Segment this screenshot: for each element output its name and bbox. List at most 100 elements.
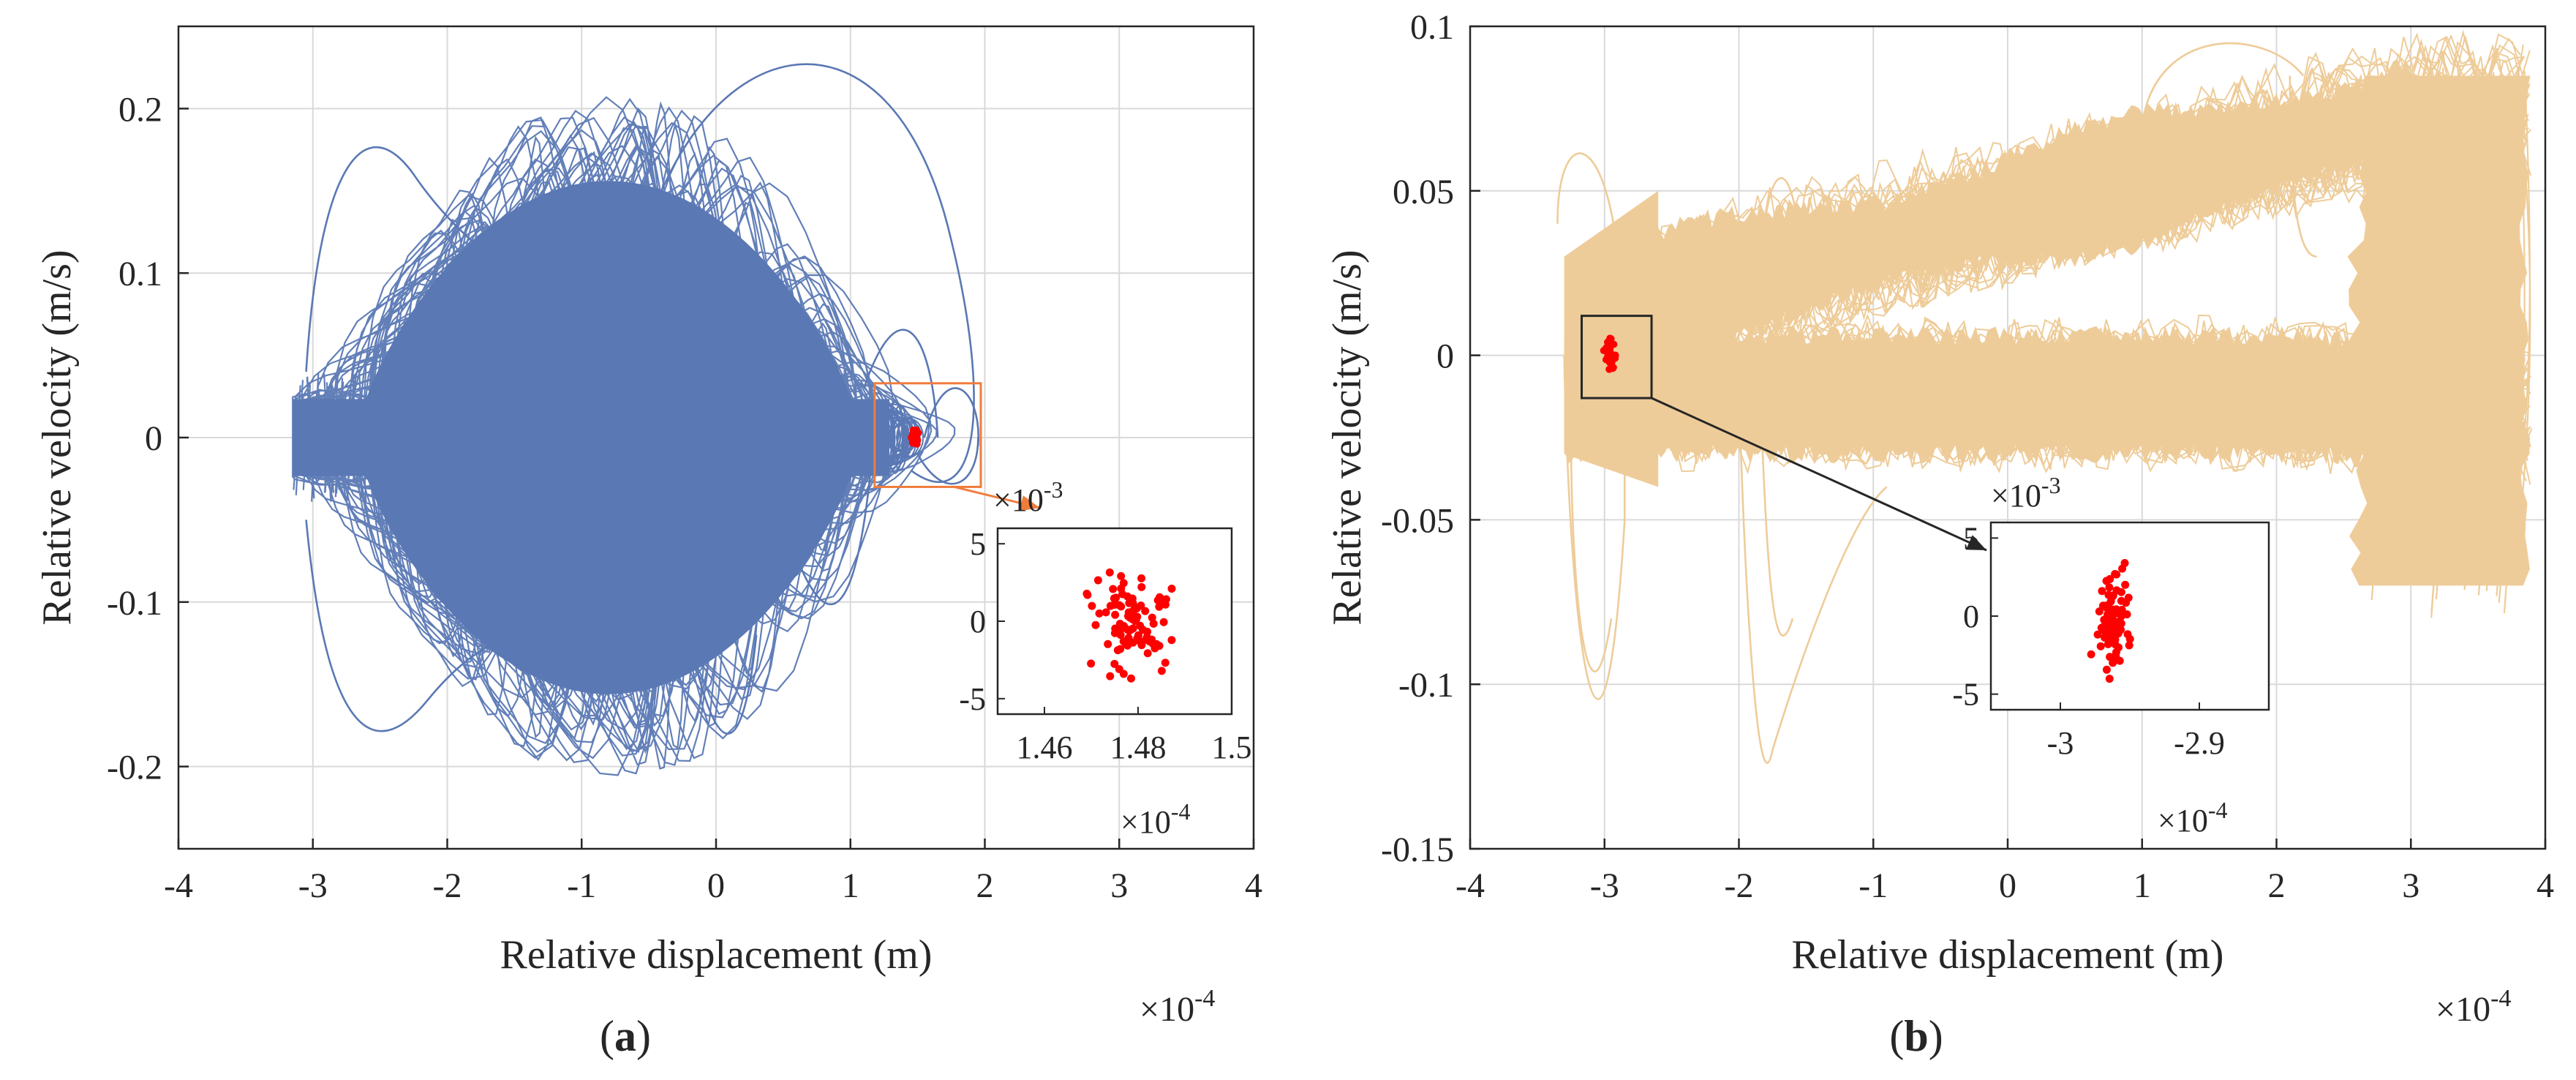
poincare-point	[1606, 334, 1614, 342]
x-tick-label: 1	[2134, 866, 2151, 905]
trajectory-outer-loop	[1563, 256, 1626, 700]
trajectory-outer-loop	[782, 470, 872, 606]
inset-point	[2112, 605, 2120, 614]
x-tick-label: -3	[1590, 866, 1619, 905]
panel-b-zoom-arrowhead	[1965, 535, 1986, 550]
x-tick-label: 2	[976, 866, 994, 905]
poincare-point	[912, 426, 920, 434]
inset-point	[1117, 584, 1126, 593]
inset-y-tick-label: -5	[959, 681, 986, 717]
inset-point	[1128, 615, 1137, 623]
inset-point	[1111, 610, 1120, 619]
inset-point	[1143, 627, 1152, 636]
inset-point	[2098, 587, 2106, 596]
panel-a-poincare-points	[908, 426, 922, 448]
inset-point	[1148, 613, 1156, 622]
inset-point	[1106, 672, 1115, 680]
inset-point	[1088, 601, 1096, 610]
inset-point	[1167, 636, 1176, 645]
y-tick-label: -0.1	[107, 584, 162, 623]
panel-b: -4 -3 -2 -1 0 1 2 3 4 -0.15 -0.1 -0.05 0 0.05 0.1 Rel…	[1325, 8, 2554, 1060]
inset-point	[1125, 599, 1134, 607]
panel-a-inset-x-ticks: 1.46 1.48 1.5	[1017, 707, 1252, 765]
inset-point	[1117, 602, 1126, 611]
inset-point	[2115, 617, 2124, 626]
trajectory-outer-loop	[923, 387, 980, 446]
x-tick-label: -3	[298, 866, 328, 905]
panel-b-x-axis-label: Relative displacement (m)	[1792, 932, 2224, 978]
inset-y-tick-label: 0	[970, 604, 986, 640]
inset-y-tick-label: -5	[1952, 677, 1979, 713]
inset-point	[2118, 564, 2127, 573]
y-tick-label: 0.1	[1410, 8, 1454, 47]
inset-x-tick-label: 1.48	[1110, 730, 1167, 765]
inset-y-tick-label: 0	[1963, 599, 1979, 634]
panel-b-x-multiplier: ×10-4	[2436, 985, 2511, 1029]
y-tick-label: 0.1	[118, 255, 162, 293]
panel-b-inset-points	[2087, 559, 2134, 683]
inset-point	[2112, 586, 2121, 595]
inset-point	[1109, 585, 1118, 593]
panel-b-poincare-points	[1600, 334, 1619, 373]
inset-point	[1122, 640, 1131, 648]
inset-point	[2097, 623, 2106, 632]
inset-point	[2102, 665, 2111, 674]
inset-point	[2109, 592, 2117, 601]
panel-a-x-multiplier: ×10-4	[1140, 985, 1215, 1029]
inset-point	[1101, 608, 1110, 617]
inset-point	[2093, 630, 2102, 639]
trajectory-outer-loop	[305, 146, 516, 372]
inset-point	[2100, 615, 2109, 624]
inset-point	[2096, 642, 2105, 650]
x-tick-label: -4	[1455, 866, 1485, 905]
inset-point	[1137, 574, 1146, 582]
panel-a-trajectory	[292, 63, 980, 776]
inset-point	[2109, 621, 2117, 630]
inset-point	[2095, 607, 2104, 616]
y-tick-label: 0	[145, 419, 162, 458]
panel-a-inset-points	[1082, 568, 1176, 683]
trajectory-outer-loop	[2289, 75, 2317, 258]
x-tick-label: 0	[1999, 866, 2016, 905]
inset-point	[1104, 640, 1112, 648]
inset-point	[2106, 653, 2114, 661]
inset-point	[1143, 649, 1152, 658]
right-oscillations	[2370, 61, 2531, 618]
inset-point	[1159, 618, 1168, 626]
x-tick-label: -1	[567, 866, 596, 905]
inset-point	[1158, 596, 1167, 604]
inset-point	[1149, 619, 1158, 628]
x-tick-label: -1	[1858, 866, 1888, 905]
trajectory-outer-loop	[688, 634, 758, 735]
inset-point	[1117, 571, 1126, 580]
panel-b-label: (b)	[1889, 1012, 1943, 1060]
inset-point	[1116, 645, 1125, 653]
panel-b-inset-x-ticks: -3 -2.9	[2047, 702, 2225, 761]
inset-x-tick-label: -2.9	[2174, 725, 2225, 761]
inset-point	[1150, 644, 1159, 653]
inset-point	[1142, 635, 1150, 644]
trajectory-strands	[1564, 29, 2533, 490]
trajectory-outer-loop	[1758, 177, 1801, 290]
inset-point	[2123, 610, 2131, 619]
x-tick-label: 2	[2268, 866, 2286, 905]
inset-point	[1105, 568, 1114, 577]
inset-point	[1115, 619, 1124, 628]
inset-point	[1095, 609, 1104, 618]
inset-point	[1106, 601, 1115, 610]
inset-point	[1161, 659, 1170, 667]
panel-a-label: (a)	[600, 1012, 651, 1060]
inset-point	[1116, 631, 1125, 640]
inset-point	[1119, 670, 1128, 678]
inset-x-tick-label: 1.46	[1017, 730, 1073, 765]
inset-point	[2102, 577, 2111, 585]
inset-point	[2087, 650, 2095, 659]
panel-b-zoom-arrow	[1651, 397, 1987, 552]
inset-point	[1124, 608, 1133, 617]
y-tick-label: -0.05	[1381, 501, 1454, 540]
inset-point	[2111, 570, 2120, 579]
poincare-point	[1606, 355, 1614, 363]
inset-x-tick-label: -3	[2047, 725, 2074, 761]
trajectory-outer-loop	[916, 437, 979, 485]
